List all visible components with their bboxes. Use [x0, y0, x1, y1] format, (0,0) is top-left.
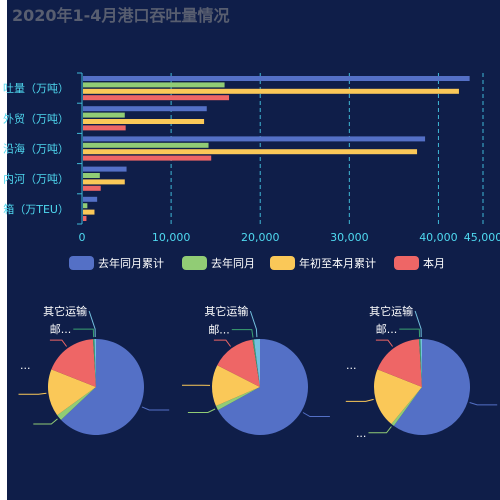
pie-0-extra-label-0: ... [20, 359, 31, 372]
pie-0-leader-0 [141, 406, 170, 411]
pie-2-leader-5 [414, 310, 422, 338]
pie-0-leader-1 [33, 418, 58, 425]
bar-4-2 [83, 209, 95, 215]
pie-2-slice-1 [391, 387, 422, 426]
pie-0-slice-0 [61, 339, 144, 435]
bar-0-0 [83, 76, 470, 81]
left-edge-strip [0, 0, 7, 500]
legend-label-1: 去年同月 [211, 256, 255, 270]
bar-0-1 [83, 82, 225, 88]
pie-1-slice-1 [215, 387, 260, 411]
legend-swatch-0 [69, 256, 94, 270]
bar-2-0 [83, 136, 426, 142]
pie-1-leader-1 [187, 408, 216, 413]
pie-1-slice-0 [217, 339, 309, 435]
bar-2-2 [83, 149, 418, 155]
pie-1-label-4: 邮... [208, 324, 230, 337]
bar-0-2 [83, 88, 459, 94]
pie-2-slice-3 [377, 339, 422, 387]
y-tick-label-1: 外贸（万吨） [3, 112, 69, 125]
pie-0-label-5: 其它运输 [43, 304, 87, 318]
x-tick-label-0: 0 [79, 231, 86, 244]
pie-1-slice-3 [217, 339, 260, 387]
pie-1-slice-4 [252, 339, 260, 387]
y-tick-label-4: 箱（万TEU） [3, 202, 69, 216]
y-tick-label-2: 沿海（万吨） [3, 142, 69, 156]
pie-0-slice-3 [51, 339, 96, 387]
legend-label-3: 本月 [423, 256, 445, 270]
bar-0-3 [83, 95, 230, 101]
pie-2-label-1: ... [356, 427, 367, 440]
pie-2-leader-0 [469, 402, 498, 406]
legend-swatch-2 [270, 256, 295, 270]
bar-1-0 [83, 106, 207, 112]
pie-0-slice-5 [94, 338, 96, 387]
pie-0-label-4: 邮... [50, 323, 72, 336]
bar-1-3 [83, 125, 126, 131]
bar-4-1 [83, 203, 88, 209]
bar-4-3 [83, 216, 87, 221]
pie-2-leader-3 [375, 339, 394, 347]
pie-0-slice-4 [92, 339, 96, 387]
pie-1-leader-3 [213, 339, 232, 347]
bar-4-0 [83, 196, 98, 202]
pie-0-leader-4 [73, 328, 95, 338]
pie-2-slice-2 [373, 369, 422, 424]
x-tick-label-5: 45,000 [464, 231, 500, 244]
legend-label-2: 年初至本月累计 [299, 256, 376, 270]
bar-3-3 [83, 185, 101, 191]
legend-label-0: 去年同月累计 [98, 256, 164, 270]
bar-2-1 [83, 142, 209, 148]
pie-1-slice-5 [253, 339, 260, 387]
pie-0-leader-2 [18, 392, 47, 395]
x-tick-label-4: 40,000 [419, 231, 458, 244]
pie-1-leader-5 [249, 310, 258, 338]
legend-swatch-1 [182, 256, 207, 270]
pie-1-leader-0 [302, 412, 330, 417]
y-tick-label-0: 吐量（万吨） [3, 82, 69, 95]
pie-2-extra-label-0: ... [346, 359, 357, 372]
pie-1-leader-4 [231, 329, 254, 338]
bar-3-2 [83, 179, 125, 185]
pie-0-leader-3 [49, 339, 68, 347]
bar-1-2 [83, 119, 205, 124]
x-tick-label-3: 30,000 [330, 231, 369, 244]
pie-2-leader-2 [345, 398, 374, 402]
bar-1-1 [83, 112, 125, 118]
pie-2-label-4: 邮... [376, 323, 398, 336]
legend-swatch-3 [394, 256, 419, 270]
pie-0-leader-5 [88, 310, 96, 338]
pie-0-slice-1 [57, 387, 96, 420]
y-tick-label-3: 内河（万吨） [3, 172, 69, 186]
bar-3-1 [83, 173, 100, 178]
bar-3-0 [83, 166, 127, 172]
pie-2-slice-4 [418, 339, 422, 387]
page-title: 2020年1-4月港口吞吐量情况 [12, 6, 230, 25]
pie-0-slice-2 [48, 369, 96, 416]
pie-2-leader-4 [399, 328, 421, 338]
pie-2-slice-5 [420, 338, 422, 387]
x-tick-label-2: 20,000 [241, 231, 280, 244]
bar-2-3 [83, 155, 212, 161]
pie-2-label-5: 其它运输 [369, 304, 413, 318]
pie-2-leader-1 [368, 426, 392, 434]
x-tick-label-1: 10,000 [152, 231, 191, 244]
pie-1-slice-2 [212, 365, 260, 407]
pie-1-label-5: 其它运输 [204, 304, 248, 318]
pie-2-slice-0 [393, 339, 471, 435]
